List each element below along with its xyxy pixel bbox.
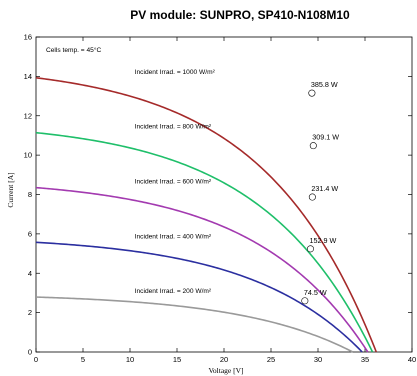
y-axis-label: Current [A] xyxy=(6,172,15,207)
x-tick-label: 15 xyxy=(173,355,181,364)
mpp-label-4: 152.9 W xyxy=(309,236,336,245)
y-tick-label: 2 xyxy=(28,308,32,317)
iv-curve-5 xyxy=(35,296,354,353)
x-tick-label: 0 xyxy=(34,355,38,364)
mpp-marker-2 xyxy=(309,142,317,150)
series-label-1: Incident Irrad. = 1000 W/m² xyxy=(135,69,216,76)
series-label-5: Incident Irrad. = 200 W/m² xyxy=(135,288,212,295)
chart-title: PV module: SUNPRO, SP410-N108M10 xyxy=(130,8,350,22)
y-tick-label: 16 xyxy=(24,33,32,42)
x-tick-label: 10 xyxy=(126,355,134,364)
y-tick-label: 6 xyxy=(28,229,32,238)
mpp-marker-1 xyxy=(308,89,316,97)
y-tick-label: 14 xyxy=(24,72,32,81)
x-tick-label: 35 xyxy=(361,355,369,364)
iv-curve-1 xyxy=(35,76,378,353)
y-tick-label: 0 xyxy=(28,348,32,357)
plot-area: 0 5 10 15 20 25 30 35 40 0 2 4 6 8 10 12 14 16 385.8 W Inci… xyxy=(24,33,417,365)
x-tick-label: 30 xyxy=(314,355,322,364)
mpp-label-3: 231.4 W xyxy=(311,184,338,193)
x-tick-label: 20 xyxy=(220,355,228,364)
mpp-marker-4 xyxy=(306,245,314,253)
mpp-label-5: 74.5 W xyxy=(304,288,327,297)
series-label-3: Incident Irrad. = 600 W/m² xyxy=(135,179,212,186)
y-tick-label: 8 xyxy=(28,190,32,199)
iv-curve-2 xyxy=(35,131,374,353)
x-tick-label: 5 xyxy=(81,355,85,364)
x-tick-label: 40 xyxy=(408,355,416,364)
mpp-label-2: 309.1 W xyxy=(312,133,339,142)
cell-temp-note: Cells temp. = 45°C xyxy=(46,46,101,54)
mpp-label-1: 385.8 W xyxy=(311,80,338,89)
iv-curve-4 xyxy=(35,241,363,353)
series-label-4: Incident Irrad. = 400 W/m² xyxy=(135,233,212,240)
x-tick-label: 25 xyxy=(267,355,275,364)
iv-curve-3 xyxy=(35,186,369,353)
y-tick-label: 12 xyxy=(24,111,32,120)
series-label-2: Incident Irrad. = 800 W/m² xyxy=(135,124,212,131)
mpp-marker-5 xyxy=(301,297,309,305)
x-axis-label: Voltage [V] xyxy=(208,366,243,375)
y-tick-label: 10 xyxy=(24,151,32,160)
y-tick-label: 4 xyxy=(28,269,32,278)
mpp-marker-3 xyxy=(308,193,316,201)
